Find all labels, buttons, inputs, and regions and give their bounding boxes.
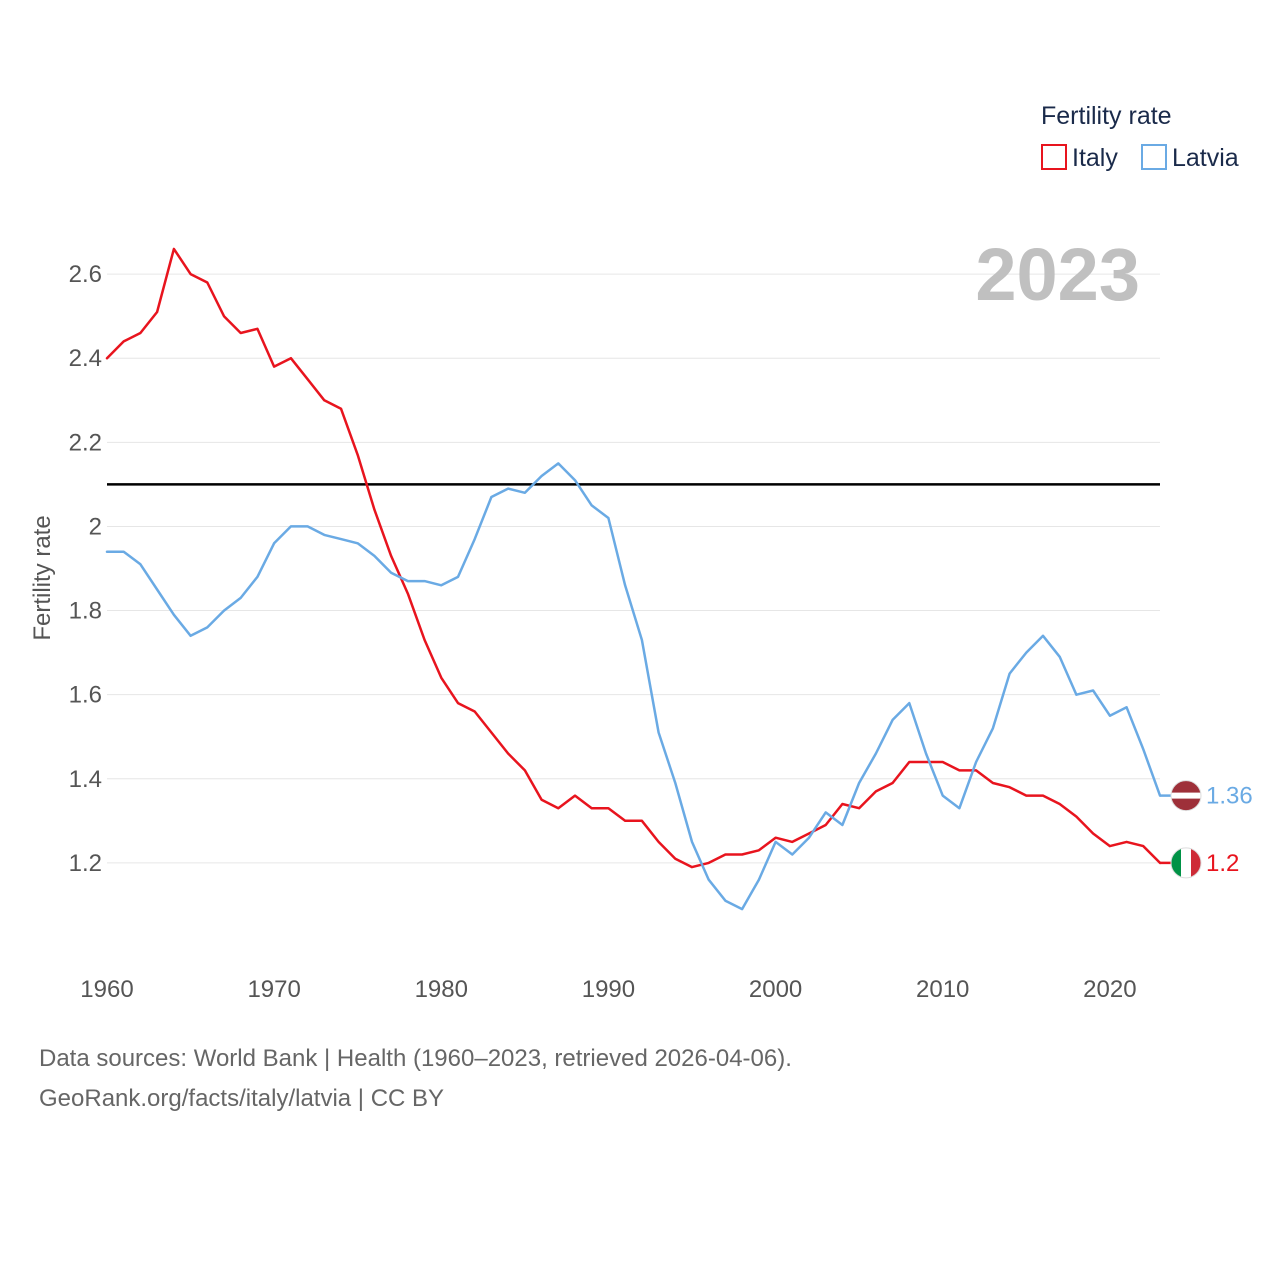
y-axis-ticks: 1.2 1.4 1.6 1.8 2 2.2 2.4 2.6	[69, 261, 102, 877]
legend-swatch-italy[interactable]	[1041, 144, 1067, 170]
x-tick-label: 1970	[247, 976, 300, 1003]
series-line-italy[interactable]	[105, 247, 1162, 869]
end-value-label-latvia: 1.36	[1206, 783, 1253, 810]
attribution-link[interactable]: GeoRank.org/facts/italy/latvia | CC BY	[39, 1085, 445, 1112]
y-tick-label: 2	[89, 513, 102, 540]
y-tick-label: 1.8	[69, 598, 102, 625]
legend-label-italy[interactable]: Italy	[1072, 144, 1118, 172]
x-tick-label: 1990	[582, 976, 635, 1003]
series-lines	[105, 247, 1162, 911]
data-source-note: Data sources: World Bank | Health (1960–…	[39, 1045, 792, 1072]
italy-flag-icon	[1170, 847, 1202, 879]
series-line-latvia[interactable]	[105, 462, 1162, 911]
x-tick-label: 2010	[916, 976, 969, 1003]
y-tick-label: 2.6	[69, 261, 102, 288]
legend: Fertility rate Italy Latvia	[1041, 102, 1239, 172]
x-tick-label: 2020	[1083, 976, 1136, 1003]
legend-swatch-latvia[interactable]	[1141, 144, 1167, 170]
series-end-markers: 1.2 1.36	[1160, 780, 1253, 879]
x-axis-ticks: 1960 1970 1980 1990 2000 2010 2020	[80, 976, 1136, 1003]
y-tick-label: 1.4	[69, 766, 102, 793]
current-year-label: 2023	[975, 233, 1140, 316]
y-tick-label: 1.2	[69, 850, 102, 877]
end-value-label-italy: 1.2	[1206, 850, 1239, 877]
legend-label-latvia[interactable]: Latvia	[1172, 144, 1239, 172]
gridlines	[107, 273, 1160, 864]
latvia-flag-icon	[1170, 780, 1202, 812]
y-tick-label: 1.6	[69, 682, 102, 709]
y-axis-title: Fertility rate	[29, 515, 56, 640]
y-tick-label: 2.2	[69, 429, 102, 456]
x-tick-label: 1980	[415, 976, 468, 1003]
y-tick-label: 2.4	[69, 345, 102, 372]
x-tick-label: 1960	[80, 976, 133, 1003]
legend-title: Fertility rate	[1041, 102, 1172, 130]
x-tick-label: 2000	[749, 976, 802, 1003]
